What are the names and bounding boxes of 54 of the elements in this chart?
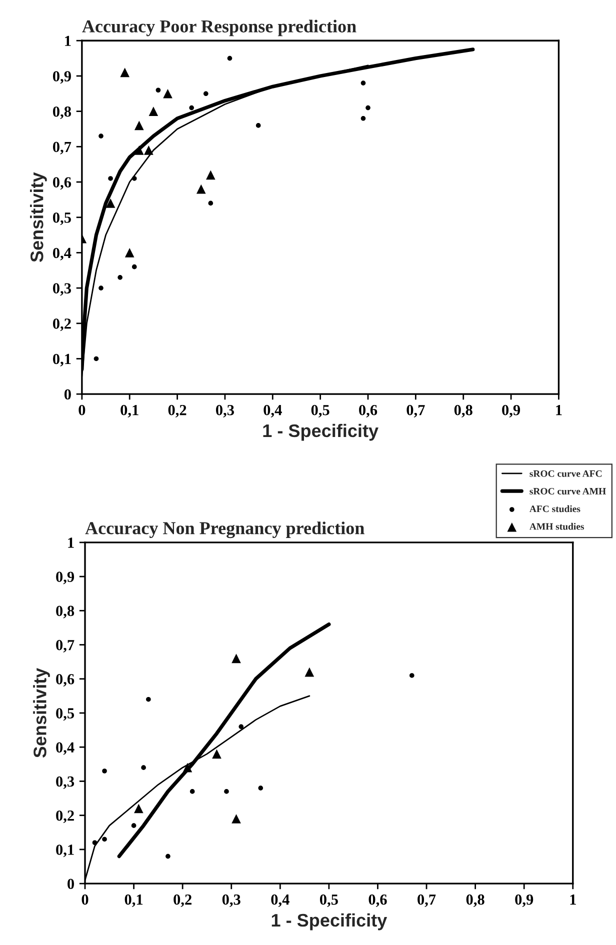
y-tick-label: 0 bbox=[68, 878, 74, 890]
x-tick-label: 0,1 bbox=[120, 404, 138, 418]
y-tick-label: 0,7 bbox=[52, 142, 72, 154]
y-axis-title: Sensitivity bbox=[30, 172, 47, 262]
x-tick-label: 0,6 bbox=[359, 404, 378, 418]
x-tick-label: 0,1 bbox=[124, 894, 143, 907]
chart-title: Accuracy Non Pregnancy prediction bbox=[85, 522, 364, 538]
x-tick-label: 0,9 bbox=[502, 404, 520, 418]
legend-label: sROC curve AFC bbox=[530, 470, 602, 477]
y-tick-label: 0,4 bbox=[56, 742, 74, 755]
x-axis-title: 1 - Specificity bbox=[272, 913, 388, 930]
x-tick-label: 0,7 bbox=[418, 894, 436, 907]
y-tick-label: 0,2 bbox=[52, 318, 71, 332]
y-tick-label: 0,6 bbox=[56, 674, 74, 687]
legend-label: sROC curve AMH bbox=[530, 488, 606, 495]
y-tick-label: 0,8 bbox=[56, 606, 74, 618]
x-tick-label: 0 bbox=[82, 894, 88, 905]
y-tick-label: 0,5 bbox=[56, 708, 74, 721]
x-tick-label: 0,2 bbox=[168, 404, 186, 418]
x-tick-label: 0 bbox=[78, 404, 86, 416]
x-tick-label: 0,5 bbox=[311, 404, 330, 418]
x-tick-label: 0,4 bbox=[264, 404, 282, 418]
y-tick-label: 0,2 bbox=[56, 810, 74, 824]
x-tick-label: 0,2 bbox=[174, 894, 192, 907]
y-tick-label: 0,1 bbox=[52, 354, 71, 366]
y-tick-label: 0,3 bbox=[52, 283, 71, 296]
x-tick-label: 0,7 bbox=[406, 404, 425, 418]
y-tick-label: 0,7 bbox=[56, 640, 74, 652]
x-tick-label: 0,4 bbox=[271, 894, 290, 907]
y-tick-label: 0,3 bbox=[56, 776, 74, 789]
y-axis-title: Sensitivity bbox=[33, 668, 50, 758]
y-tick-label: 1 bbox=[68, 538, 74, 548]
y-tick-label: 0 bbox=[64, 389, 71, 400]
y-tick-label: 0,9 bbox=[52, 71, 71, 84]
legend-label: AFC studies bbox=[530, 505, 580, 512]
y-tick-label: 0,6 bbox=[52, 177, 72, 190]
y-tick-label: 0,8 bbox=[52, 106, 72, 119]
x-tick-label: 0,8 bbox=[466, 894, 484, 907]
x-tick-label: 0,8 bbox=[454, 404, 472, 418]
chart-title: Accuracy Poor Response prediction bbox=[82, 20, 356, 36]
x-tick-label: 0,6 bbox=[368, 894, 387, 907]
x-tick-label: 0,9 bbox=[515, 894, 534, 907]
x-tick-label: 1 bbox=[556, 404, 562, 416]
x-tick-label: 1 bbox=[570, 894, 576, 905]
y-tick-label: 0,5 bbox=[52, 212, 71, 226]
y-tick-label: 0,1 bbox=[56, 844, 74, 858]
y-tick-label: 0,9 bbox=[56, 572, 74, 584]
x-tick-label: 0,3 bbox=[222, 894, 240, 907]
y-tick-label: 0,4 bbox=[52, 248, 72, 260]
y-tick-label: 1 bbox=[65, 36, 71, 46]
legend-label: AMH studies bbox=[530, 522, 584, 530]
x-tick-label: 0,5 bbox=[320, 894, 338, 907]
x-tick-label: 0,3 bbox=[216, 404, 234, 418]
x-axis-title: 1 - Specificity bbox=[263, 424, 378, 441]
